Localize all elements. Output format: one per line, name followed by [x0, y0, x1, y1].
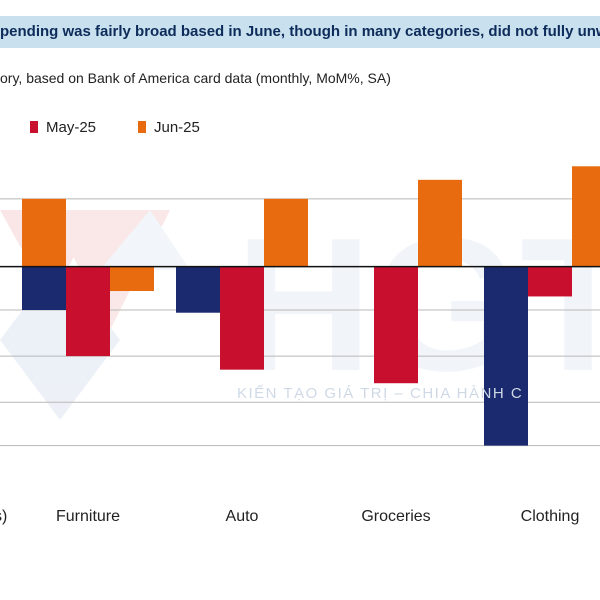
bar-series1-furniture	[66, 266, 110, 357]
category-labels: s) Furniture Auto Groceries Clothing	[0, 508, 579, 525]
bar-series2-clothing	[572, 166, 600, 267]
bars	[22, 166, 600, 446]
bar-series1-auto	[220, 266, 264, 370]
bar-series0-furniture	[22, 266, 66, 310]
title-bar: pending was fairly broad based in June, …	[0, 16, 600, 48]
category-label: Clothing	[521, 508, 580, 525]
legend-label-may: May-25	[46, 119, 97, 136]
legend-item-may: May-25	[30, 119, 96, 136]
chart-title: pending was fairly broad based in June, …	[0, 23, 600, 40]
watermark-blue-triangle	[100, 210, 190, 270]
chart-subtitle: ory, based on Bank of America card data …	[0, 70, 391, 86]
legend-swatch-jun	[138, 121, 146, 133]
category-label: Groceries	[361, 508, 430, 525]
bar-series0-auto	[176, 266, 220, 313]
category-label: Auto	[226, 508, 259, 525]
bar-series2-auto	[264, 198, 308, 267]
bar-series0-clothing	[484, 266, 528, 446]
bar-series1-groceries	[374, 266, 418, 384]
watermark-tagline: KIẾN TẠO GIÁ TRỊ – CHIA HÀNH C	[237, 385, 524, 402]
bar-series1-clothing	[528, 266, 572, 297]
legend-item-jun: Jun-25	[138, 119, 200, 136]
legend-label-jun: Jun-25	[154, 119, 200, 136]
category-label: s)	[0, 508, 7, 525]
bar-series2-s-	[22, 198, 66, 267]
bar-series2-furniture	[110, 266, 154, 292]
legend-swatch-may	[30, 121, 38, 133]
category-label: Furniture	[56, 508, 120, 525]
bar-series2-groceries	[418, 179, 462, 267]
